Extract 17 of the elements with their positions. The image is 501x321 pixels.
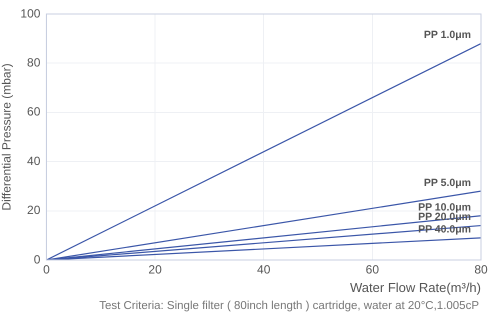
x-tick-label: 80 [474,262,488,277]
x-tick-label: 0 [43,262,50,277]
y-tick-label: 20 [27,203,41,218]
x-tick-label: 20 [148,262,162,277]
y-tick-label: 0 [34,252,41,266]
x-axis-title: Water Flow Rate(m³/h) [350,280,481,295]
series-label: PP 5.0μm [424,176,471,189]
x-tick-label: 60 [366,262,380,277]
y-tick-label: 60 [27,104,41,119]
series-label: PP 10.0μm [418,201,471,214]
x-tick-label: 40 [257,262,271,277]
series-label: PP 1.0μm [424,29,471,42]
y-axis-title: Differential Pressure (mbar) [0,63,14,211]
y-tick-label: 40 [27,154,41,168]
y-tick-label: 100 [20,6,41,20]
text: Test Criteria: Single filter ( 80inch length ) cartridge, water at 20°C,1.005cP [98,300,480,312]
y-tick-label: 80 [27,56,41,70]
